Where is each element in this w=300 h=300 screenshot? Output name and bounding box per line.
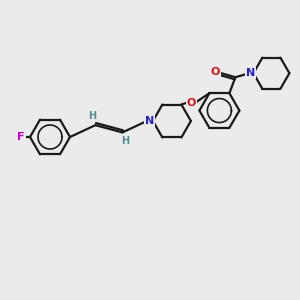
Text: H: H [122,136,130,146]
Text: N: N [246,68,255,78]
Text: O: O [211,67,220,77]
Text: N: N [145,116,154,126]
Text: F: F [17,132,25,142]
Text: O: O [187,98,196,107]
Text: H: H [88,111,96,121]
